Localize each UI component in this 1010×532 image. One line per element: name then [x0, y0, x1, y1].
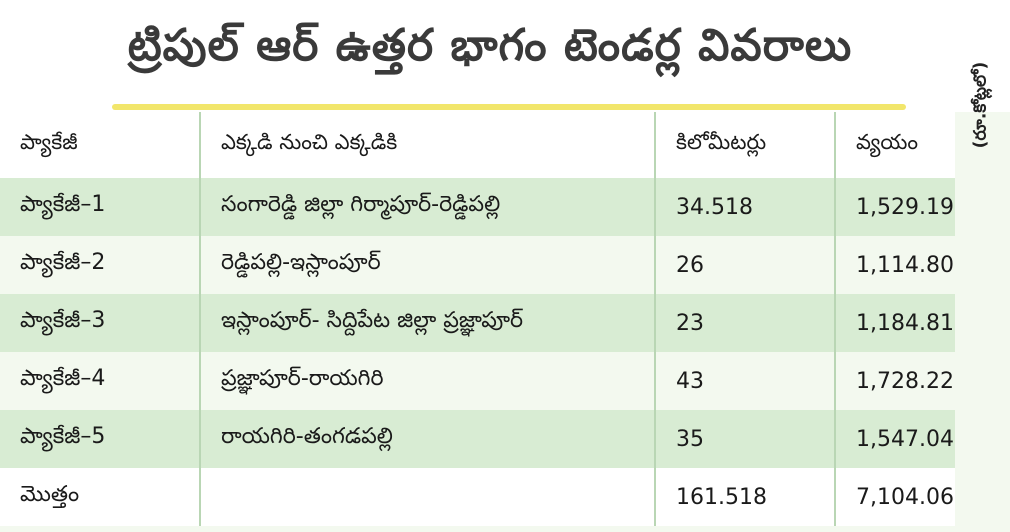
title-area: ట్రిపుల్ ఆర్ ఉత్తర భాగం టెండర్ల వివరాలు — [0, 0, 1010, 112]
total-cost: 7,104.06 — [835, 468, 955, 526]
table-row: ప్యాకేజీ–3 ఇస్లాంపూర్- సిద్దిపేట జిల్లా … — [0, 294, 955, 352]
total-label: మొత్తం — [0, 468, 201, 526]
table-row: ప్యాకేజీ–2 రెడ్డిపల్లి-ఇస్లాంపూర్ 26 1,1… — [0, 236, 955, 294]
header-km: కిలోమీటర్లు — [655, 112, 836, 178]
package-cell: ప్యాకేజీ–1 — [0, 178, 201, 236]
package-cell: ప్యాకేజీ–4 — [0, 352, 201, 410]
total-km: 161.518 — [655, 468, 836, 526]
title-underline — [112, 104, 906, 110]
cost-cell: 1,529.19 — [835, 178, 955, 236]
route-cell: ఇస్లాంపూర్- సిద్దిపేట జిల్లా ప్రజ్ఞాపూర్ — [200, 294, 656, 352]
header-cost: వ్యయం — [835, 112, 955, 178]
total-row: మొత్తం 161.518 7,104.06 — [0, 468, 955, 526]
km-cell: 26 — [655, 236, 836, 294]
cost-cell: 1,184.81 — [835, 294, 955, 352]
table-row: ప్యాకేజీ–5 రాయగిరి-తంగడపల్లి 35 1,547.04 — [0, 410, 955, 468]
cost-cell: 1,114.80 — [835, 236, 955, 294]
package-cell: ప్యాకేజీ–5 — [0, 410, 201, 468]
package-cell: ప్యాకేజీ–3 — [0, 294, 201, 352]
unit-note: (రూ.కోట్లలో) — [958, 20, 1006, 190]
km-cell: 34.518 — [655, 178, 836, 236]
route-cell: రెడ్డిపల్లి-ఇస్లాంపూర్ — [200, 236, 656, 294]
table-row: ప్యాకేజీ–1 సంగారెడ్డి జిల్లా గిర్మాపూర్-… — [0, 178, 955, 236]
page-title: ట్రిపుల్ ఆర్ ఉత్తర భాగం టెండర్ల వివరాలు — [127, 20, 853, 71]
route-cell: రాయగిరి-తంగడపల్లి — [200, 410, 656, 468]
header-route: ఎక్కడి నుంచి ఎక్కడికి — [200, 112, 656, 178]
package-cell: ప్యాకేజీ–2 — [0, 236, 201, 294]
cost-cell: 1,547.04 — [835, 410, 955, 468]
km-cell: 43 — [655, 352, 836, 410]
tender-table: ప్యాకేజీ ఎక్కడి నుంచి ఎక్కడికి కిలోమీటర్… — [0, 112, 955, 526]
unit-note-text: (రూ.కోట్లలో) — [970, 61, 990, 149]
total-route-empty — [200, 468, 656, 526]
header-package: ప్యాకేజీ — [0, 112, 201, 178]
route-cell: సంగారెడ్డి జిల్లా గిర్మాపూర్-రెడ్డిపల్లి — [200, 178, 656, 236]
route-cell: ప్రజ్ఞాపూర్-రాయగిరి — [200, 352, 656, 410]
table-row: ప్యాకేజీ–4 ప్రజ్ఞాపూర్-రాయగిరి 43 1,728.… — [0, 352, 955, 410]
cost-cell: 1,728.22 — [835, 352, 955, 410]
km-cell: 23 — [655, 294, 836, 352]
km-cell: 35 — [655, 410, 836, 468]
table-header-row: ప్యాకేజీ ఎక్కడి నుంచి ఎక్కడికి కిలోమీటర్… — [0, 112, 955, 178]
